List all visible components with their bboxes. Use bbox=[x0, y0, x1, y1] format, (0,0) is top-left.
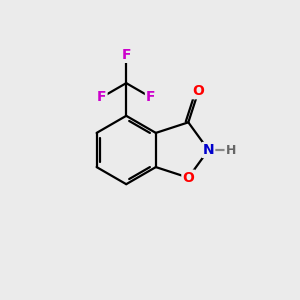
Text: N: N bbox=[202, 143, 214, 157]
Text: H: H bbox=[226, 143, 236, 157]
Text: O: O bbox=[182, 171, 194, 185]
Text: F: F bbox=[122, 48, 131, 62]
Text: F: F bbox=[146, 90, 155, 104]
Text: F: F bbox=[97, 90, 106, 104]
Text: O: O bbox=[193, 84, 204, 98]
